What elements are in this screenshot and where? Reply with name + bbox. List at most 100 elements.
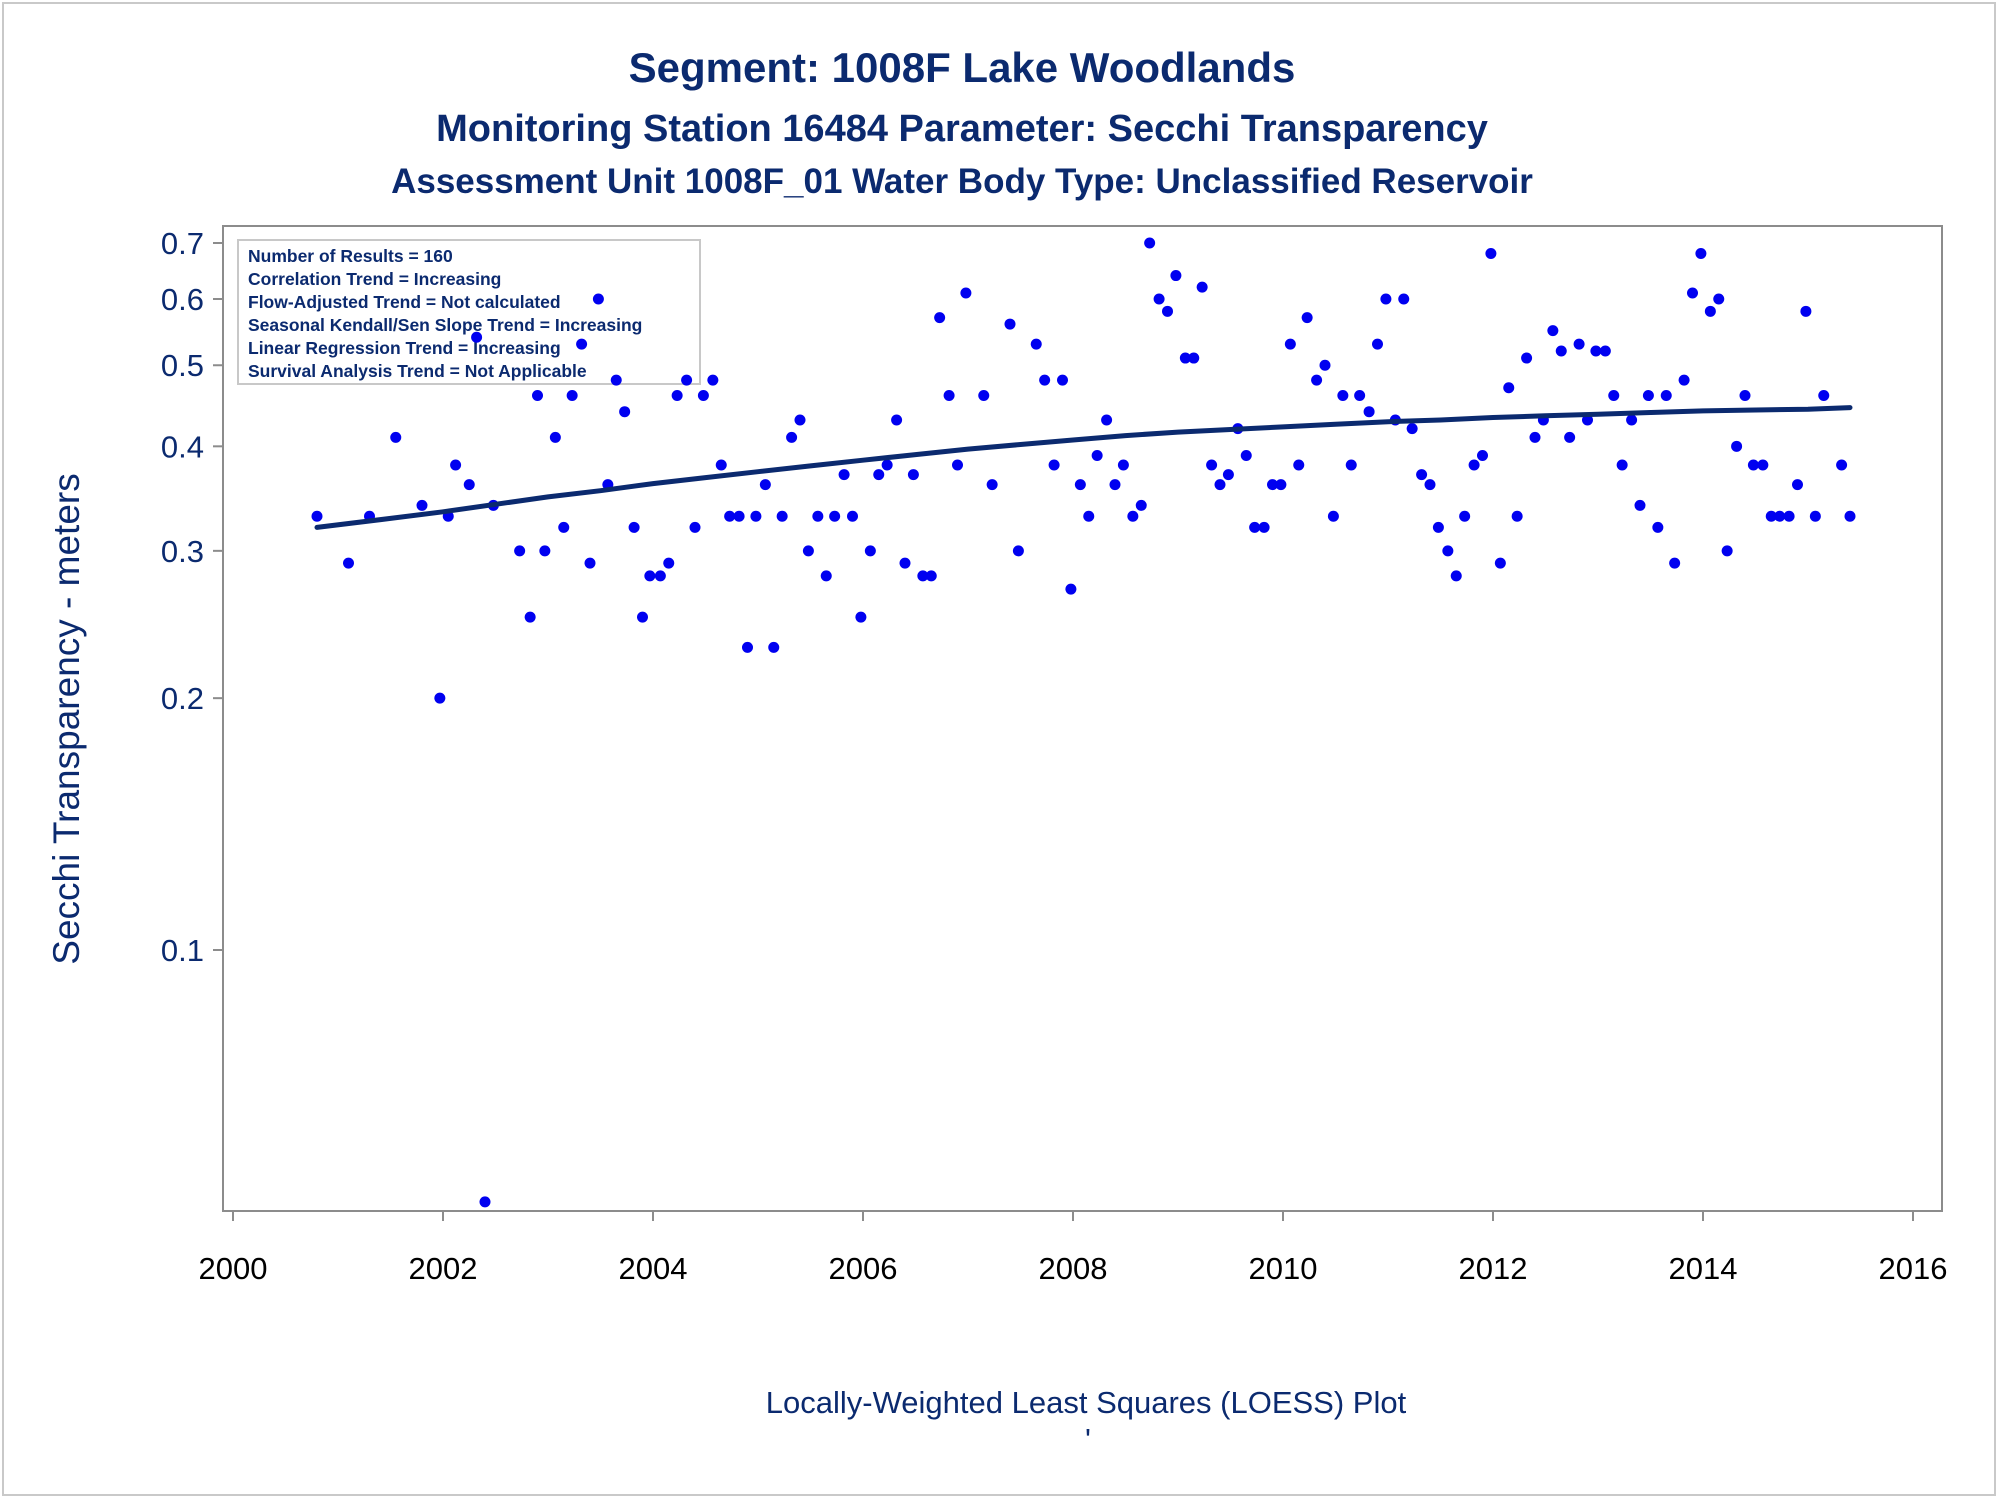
data-point — [1311, 374, 1323, 386]
data-point — [1196, 281, 1208, 293]
data-point — [1765, 510, 1777, 522]
y-tick-label: 0.4 — [161, 429, 204, 464]
y-tick-label: 0.5 — [161, 348, 204, 383]
data-point — [1695, 248, 1707, 260]
data-point — [802, 545, 814, 557]
x-tick-label: 2004 — [619, 1251, 688, 1286]
data-point — [1249, 521, 1261, 533]
data-point — [707, 374, 719, 386]
data-point — [1616, 459, 1628, 471]
data-point — [471, 331, 483, 343]
data-point — [1345, 459, 1357, 471]
data-point — [1372, 338, 1383, 350]
data-point — [628, 521, 640, 533]
data-point — [1800, 305, 1812, 317]
data-point — [1642, 390, 1654, 402]
data-point — [1398, 293, 1410, 305]
stats-box: Number of Results = 160 Correlation Tren… — [237, 239, 701, 385]
data-point — [1503, 382, 1515, 394]
data-point — [514, 545, 526, 557]
data-point — [1354, 390, 1366, 402]
data-point — [812, 510, 824, 522]
data-point — [1083, 510, 1095, 522]
data-point — [584, 557, 596, 569]
data-point — [820, 570, 832, 582]
data-point — [1416, 469, 1428, 481]
data-point — [671, 390, 683, 402]
data-point — [610, 374, 622, 386]
data-point — [1012, 545, 1024, 557]
data-point — [1162, 305, 1173, 317]
data-point — [1101, 414, 1113, 426]
data-point — [1660, 390, 1672, 402]
x-tick-label: 2010 — [1249, 1251, 1318, 1286]
data-point — [1511, 510, 1523, 522]
data-point — [1547, 325, 1559, 337]
y-tick-label: 0.3 — [161, 534, 204, 569]
chart-title: Segment: 1008F Lake Woodlands — [629, 44, 1296, 91]
data-point — [1529, 431, 1541, 443]
data-point — [1564, 431, 1576, 443]
data-point — [978, 390, 990, 402]
data-point — [1442, 545, 1454, 557]
data-point — [952, 459, 963, 471]
x-tick-label: 2006 — [829, 1251, 898, 1286]
data-point — [1669, 557, 1681, 569]
data-point — [855, 611, 867, 623]
stat-flow-adjusted-trend: Flow-Adjusted Trend = Not calculated — [248, 292, 561, 312]
data-point — [1240, 450, 1252, 462]
data-point — [1494, 557, 1506, 569]
data-point — [1608, 390, 1620, 402]
y-tick-label: 0.1 — [161, 933, 204, 968]
stat-correlation-trend: Correlation Trend = Increasing — [248, 269, 501, 289]
data-point — [1477, 450, 1488, 462]
data-point — [1065, 583, 1077, 595]
data-point — [689, 521, 701, 533]
data-point — [416, 499, 428, 511]
data-point — [1258, 521, 1270, 533]
data-point — [1468, 459, 1480, 471]
data-point — [1652, 521, 1664, 533]
data-point — [715, 459, 727, 471]
data-point — [750, 510, 762, 522]
data-point — [637, 611, 648, 623]
data-point — [1590, 345, 1602, 357]
data-point — [619, 406, 631, 418]
data-point — [1293, 459, 1305, 471]
data-point — [434, 692, 446, 704]
data-point — [1809, 510, 1821, 522]
chart-svg: Segment: 1008F Lake Woodlands Monitoring… — [46, 44, 1947, 1457]
data-point — [1739, 390, 1751, 402]
data-point — [1406, 423, 1418, 435]
data-point — [1704, 305, 1716, 317]
data-point — [1582, 414, 1593, 426]
data-point — [1319, 359, 1331, 371]
data-point — [1485, 248, 1497, 260]
data-point — [733, 510, 745, 522]
data-point — [838, 469, 850, 481]
data-point — [1687, 287, 1698, 299]
data-point — [1030, 338, 1042, 350]
data-point — [759, 479, 771, 491]
data-point — [873, 469, 885, 481]
data-point — [1135, 499, 1147, 511]
chart-subtitle: Monitoring Station 16484 Parameter: Secc… — [436, 108, 1488, 150]
x-tick-label: 2000 — [199, 1251, 268, 1286]
data-point — [891, 414, 903, 426]
data-point — [566, 390, 578, 402]
data-point — [524, 611, 536, 623]
data-point — [1555, 345, 1567, 357]
loess-trend-line — [314, 405, 1853, 530]
footnote: Locally-Weighted Least Squares (LOESS) P… — [766, 1385, 1407, 1420]
data-point — [986, 479, 998, 491]
data-point — [390, 431, 402, 443]
data-point — [847, 510, 858, 522]
data-point — [1048, 459, 1060, 471]
data-point — [479, 1196, 491, 1208]
data-point — [697, 390, 709, 402]
data-point — [1206, 459, 1218, 471]
data-point — [1170, 270, 1182, 282]
data-point — [1634, 499, 1646, 511]
data-point — [742, 641, 753, 653]
data-point — [1284, 338, 1296, 350]
